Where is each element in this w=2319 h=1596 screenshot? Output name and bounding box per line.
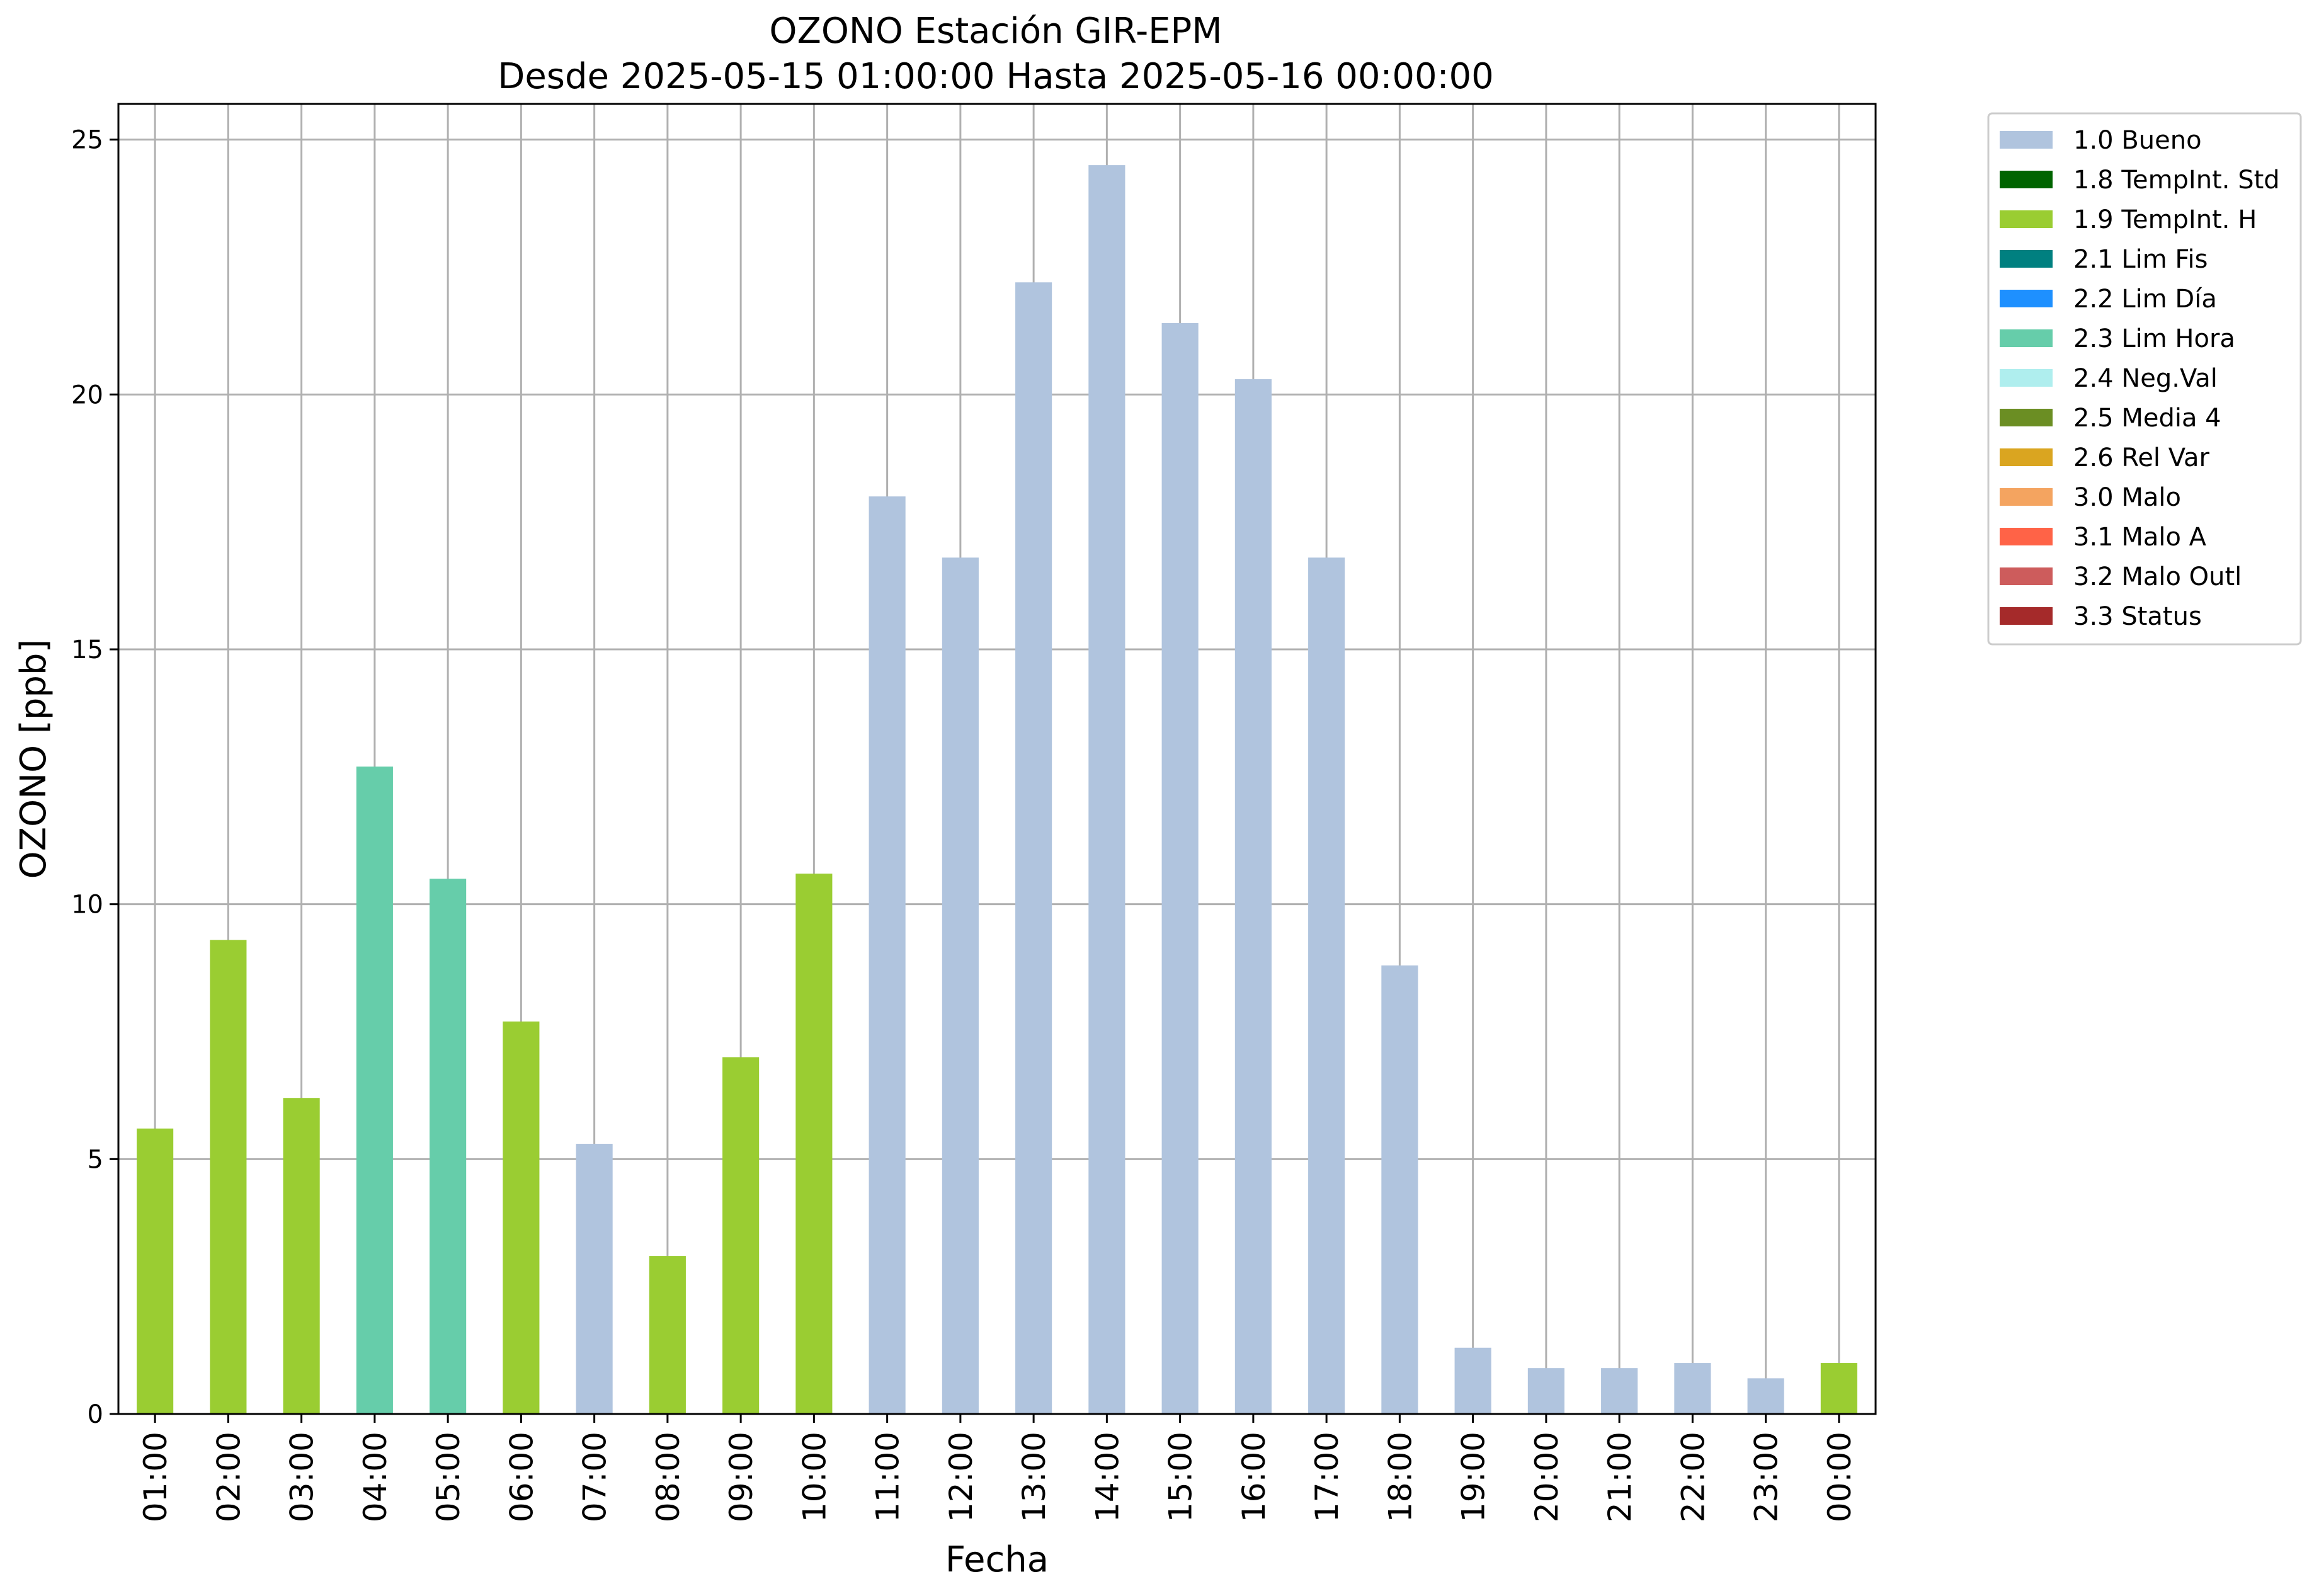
x-tick-label: 23:00 bbox=[1748, 1432, 1785, 1522]
bar-20:00 bbox=[1527, 1368, 1564, 1414]
legend-frame bbox=[1987, 112, 2302, 646]
chart-subtitle: Desde 2025-05-15 01:00:00 Hasta 2025-05-… bbox=[498, 56, 1494, 97]
legend-swatch bbox=[2000, 448, 2053, 466]
x-tick-label: 15:00 bbox=[1163, 1432, 1199, 1522]
bar-02:00 bbox=[210, 940, 247, 1414]
legend-swatch bbox=[2000, 290, 2053, 307]
y-axis-label: OZONO [ppb] bbox=[13, 639, 54, 879]
x-tick-label: 19:00 bbox=[1456, 1432, 1492, 1522]
bar-10:00 bbox=[795, 874, 833, 1414]
bar-19:00 bbox=[1454, 1347, 1491, 1414]
legend-swatch bbox=[2000, 488, 2053, 506]
bar-13:00 bbox=[1015, 282, 1052, 1414]
legend-swatch bbox=[2000, 250, 2053, 268]
x-tick-label: 16:00 bbox=[1236, 1432, 1272, 1522]
legend-label: 2.6 Rel Var bbox=[2073, 443, 2210, 472]
x-tick-label: 01:00 bbox=[137, 1432, 174, 1522]
legend-swatch bbox=[2000, 567, 2053, 585]
y-axis: 0 5 10 15 20 25 bbox=[71, 126, 118, 1429]
legend-label: 2.4 Neg.Val bbox=[2073, 364, 2218, 393]
x-tick-label: 17:00 bbox=[1309, 1432, 1345, 1522]
bar-00:00 bbox=[1820, 1363, 1857, 1414]
x-tick-label: 11:00 bbox=[870, 1432, 906, 1522]
y-tick-label: 15 bbox=[71, 636, 103, 664]
bar-06:00 bbox=[503, 1021, 540, 1414]
y-tick-label: 0 bbox=[88, 1400, 103, 1429]
bar-09:00 bbox=[722, 1057, 760, 1414]
plot-area-frame bbox=[117, 103, 1877, 1415]
legend-label: 3.1 Malo A bbox=[2073, 523, 2207, 552]
bar-23:00 bbox=[1747, 1378, 1784, 1414]
legend-label: 2.1 Lim Fis bbox=[2073, 245, 2208, 274]
x-tick-label: 10:00 bbox=[796, 1432, 833, 1522]
x-axis: 01:00 02:00 03:00 04:00 05:00 06:00 07:00 08:00… bbox=[137, 1414, 1858, 1522]
legend-label: 1.8 TempInt. Std bbox=[2073, 166, 2280, 195]
bar-14:00 bbox=[1088, 165, 1125, 1415]
bar-12:00 bbox=[942, 557, 979, 1414]
legend-label: 2.2 Lim Día bbox=[2073, 285, 2217, 314]
x-tick-label: 20:00 bbox=[1529, 1432, 1565, 1522]
x-tick-label: 09:00 bbox=[723, 1432, 760, 1522]
x-tick-label: 07:00 bbox=[577, 1432, 613, 1522]
bar-11:00 bbox=[869, 496, 906, 1414]
bar-18:00 bbox=[1381, 965, 1418, 1414]
legend-label: 3.2 Malo Outl bbox=[2073, 562, 2242, 591]
legend-swatch bbox=[2000, 409, 2053, 426]
bar-01:00 bbox=[137, 1128, 174, 1414]
legend: 1.0 Bueno 1.8 TempInt. Std 1.9 TempInt. H 2… bbox=[1987, 112, 2302, 646]
y-tick-label: 5 bbox=[88, 1145, 103, 1174]
x-tick-label: 02:00 bbox=[210, 1432, 247, 1522]
legend-swatch bbox=[2000, 528, 2053, 545]
x-tick-label: 03:00 bbox=[284, 1432, 321, 1522]
x-tick-label: 22:00 bbox=[1675, 1432, 1711, 1522]
x-tick-label: 12:00 bbox=[943, 1432, 979, 1522]
bar-05:00 bbox=[430, 879, 467, 1414]
chart-title: OZONO Estación GIR-EPM bbox=[769, 11, 1222, 52]
legend-swatch bbox=[2000, 607, 2053, 625]
x-axis-label: Fecha bbox=[945, 1539, 1049, 1580]
x-tick-label: 08:00 bbox=[650, 1432, 687, 1522]
legend-label: 3.0 Malo bbox=[2073, 483, 2181, 512]
bars bbox=[137, 165, 1857, 1415]
legend-label: 2.5 Media 4 bbox=[2073, 404, 2221, 433]
bar-03:00 bbox=[283, 1098, 320, 1414]
legend-label: 2.3 Lim Hora bbox=[2073, 324, 2235, 353]
legend-label: 1.9 TempInt. H bbox=[2073, 205, 2257, 234]
y-tick-label: 25 bbox=[71, 126, 103, 155]
x-tick-label: 14:00 bbox=[1089, 1432, 1125, 1522]
legend-swatch bbox=[2000, 369, 2053, 387]
x-tick-label: 04:00 bbox=[357, 1432, 394, 1522]
legend-swatch bbox=[2000, 210, 2053, 228]
legend-label: 3.3 Status bbox=[2073, 602, 2202, 631]
x-tick-label: 13:00 bbox=[1016, 1432, 1052, 1522]
bar-04:00 bbox=[356, 767, 393, 1414]
x-tick-label: 06:00 bbox=[503, 1432, 540, 1522]
y-tick-label: 10 bbox=[71, 891, 103, 920]
bar-15:00 bbox=[1161, 323, 1199, 1414]
x-tick-label: 21:00 bbox=[1602, 1432, 1638, 1522]
bar-21:00 bbox=[1601, 1368, 1638, 1414]
bar-22:00 bbox=[1674, 1363, 1711, 1414]
x-tick-label: 18:00 bbox=[1382, 1432, 1418, 1522]
legend-swatch bbox=[2000, 171, 2053, 188]
bar-07:00 bbox=[576, 1144, 613, 1414]
y-tick-label: 20 bbox=[71, 380, 103, 409]
bar-16:00 bbox=[1234, 379, 1272, 1415]
legend-swatch bbox=[2000, 329, 2053, 347]
legend-label: 1.0 Bueno bbox=[2073, 126, 2202, 155]
bar-17:00 bbox=[1308, 557, 1345, 1414]
x-tick-label: 05:00 bbox=[430, 1432, 467, 1522]
x-tick-label: 00:00 bbox=[1821, 1432, 1858, 1522]
legend-swatch bbox=[2000, 131, 2053, 149]
bar-08:00 bbox=[649, 1256, 686, 1414]
